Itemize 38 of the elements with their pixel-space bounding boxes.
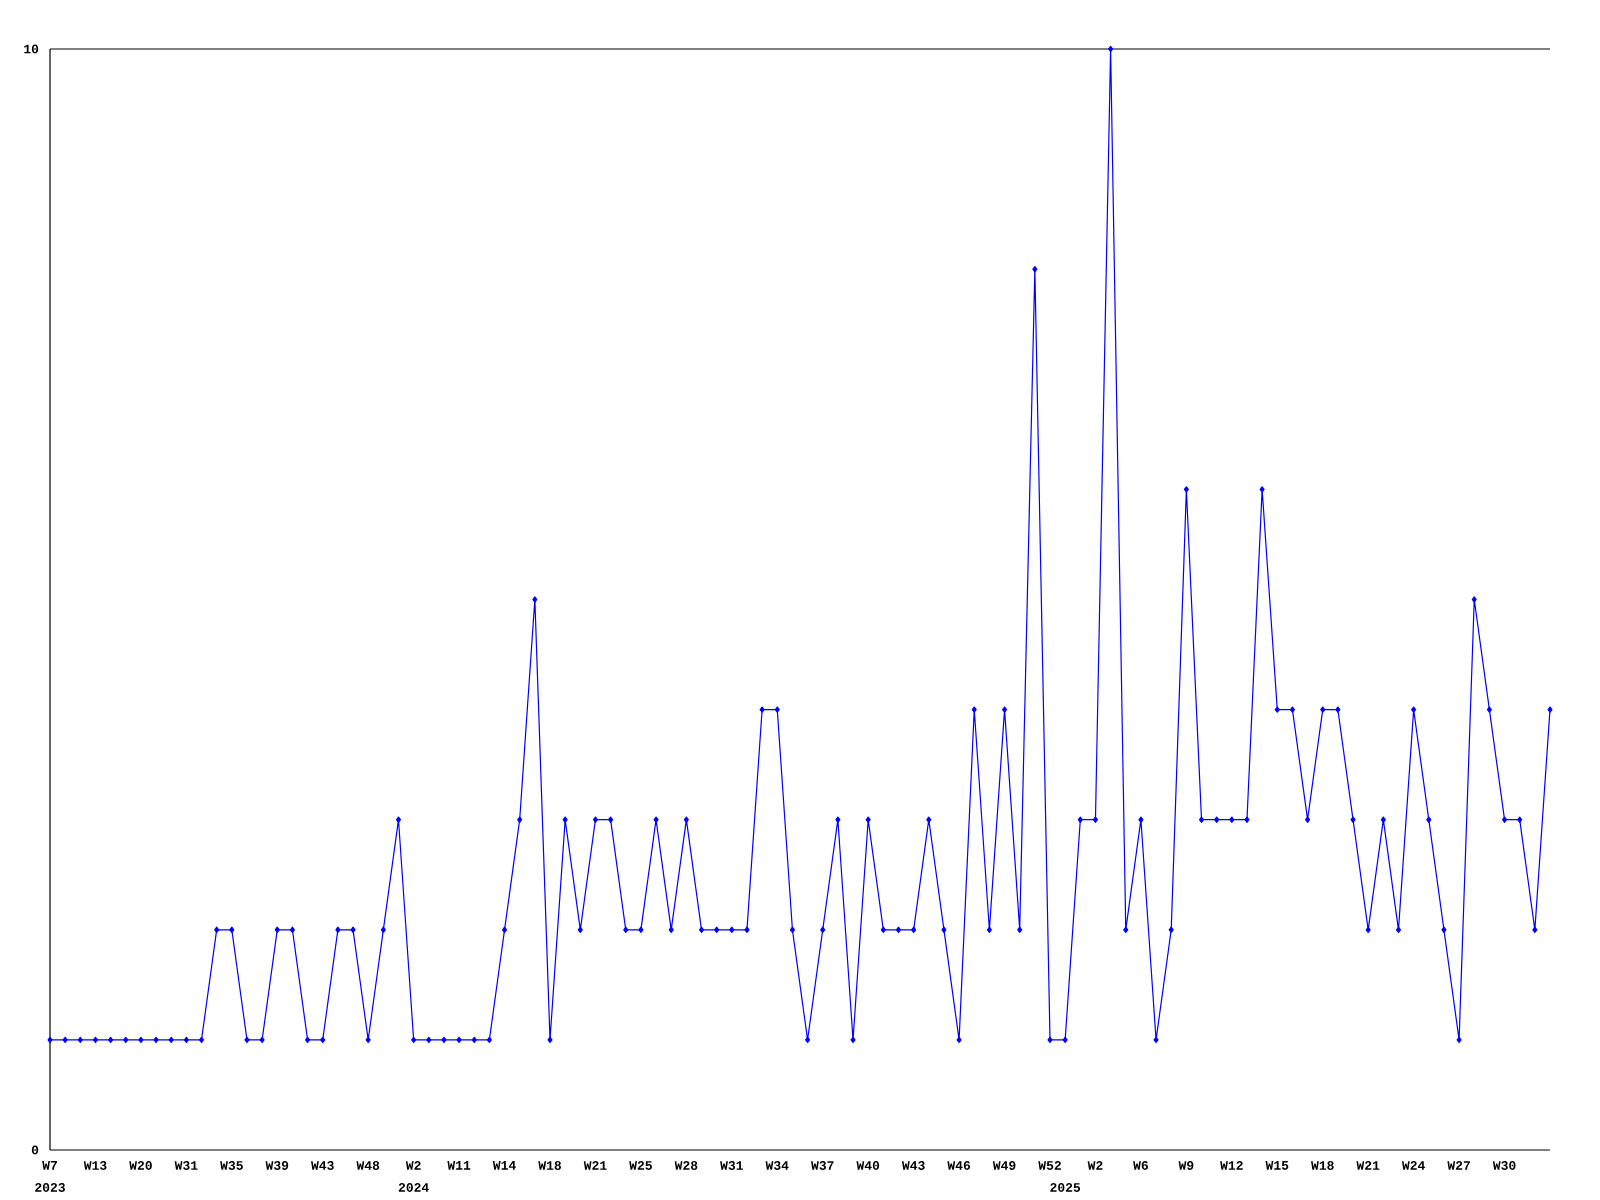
x-tick-label: W13: [83, 1161, 107, 1170]
x-tick-label: W43: [311, 1161, 334, 1170]
text: 2024: [398, 1183, 429, 1192]
x-tick-label: W12: [1220, 1161, 1243, 1170]
x-tick-label: W24: [1401, 1161, 1425, 1170]
x-tick-label: W2: [405, 1161, 421, 1170]
x-tick-label: W20: [129, 1161, 152, 1170]
x-tick-label: W37: [811, 1161, 834, 1170]
x-tick-label: W31: [720, 1161, 743, 1170]
text: 2023: [35, 1183, 65, 1192]
x-tick-label: W11: [447, 1161, 471, 1170]
x-tick-label: W43: [901, 1161, 925, 1170]
x-tick-label: W2: [1087, 1161, 1103, 1170]
x-tick-label: W30: [1492, 1161, 1516, 1170]
x-tick-label: W7: [42, 1161, 57, 1170]
x-tick-label: W46: [947, 1161, 971, 1170]
x-tick-label: W49: [992, 1161, 1016, 1170]
x-tick-label: W14: [492, 1161, 516, 1170]
x-tick-label: W39: [265, 1161, 289, 1170]
x-tick-label: W6: [1133, 1161, 1148, 1170]
x-tick-label: W28: [674, 1161, 698, 1170]
x-tick-label: W40: [856, 1161, 880, 1170]
x-tick-label: W34: [765, 1161, 789, 1170]
x-tick-label: W18: [538, 1161, 561, 1170]
x-tick-label: W48: [356, 1161, 380, 1170]
x-tick-label: W25: [629, 1161, 652, 1170]
x-tick-label: W18: [1311, 1161, 1334, 1170]
x-tick-label: W21: [1356, 1161, 1380, 1170]
y-tick-label: 0: [31, 1145, 39, 1155]
x-tick-label: W27: [1447, 1161, 1470, 1170]
x-tick-label: W52: [1038, 1161, 1061, 1170]
x-tick-label: W9: [1178, 1161, 1194, 1170]
y-tick-label: 10: [24, 44, 39, 54]
x-tick-label: W21: [583, 1161, 607, 1170]
text: 2025: [1050, 1183, 1081, 1192]
x-tick-label: W31: [174, 1161, 198, 1170]
x-tick-label: W15: [1265, 1161, 1289, 1170]
x-tick-label: W35: [220, 1161, 243, 1170]
